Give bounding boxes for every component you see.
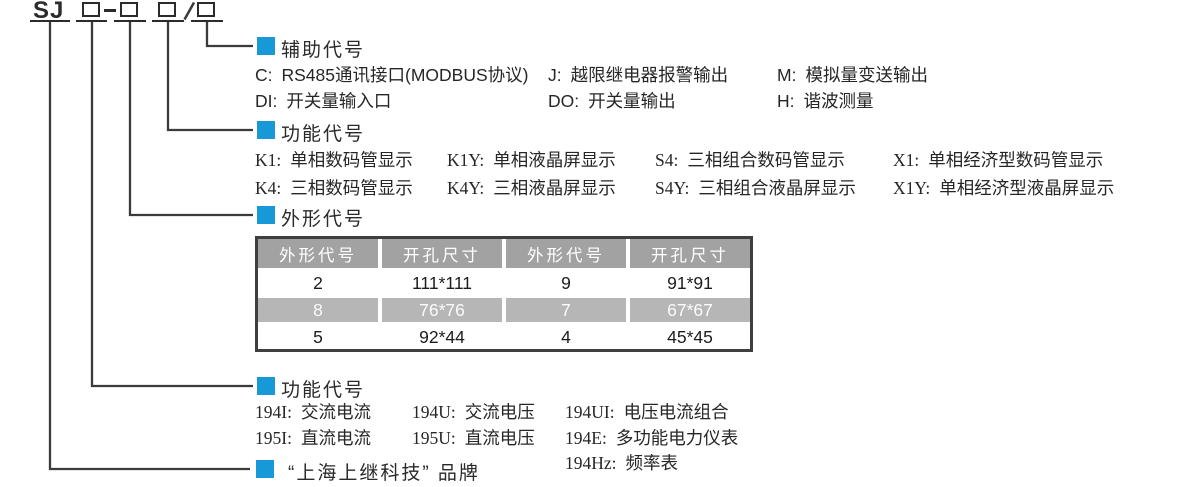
model-slash (183, 1, 196, 21)
code-item: 195U: 直流电压 (412, 428, 535, 448)
section-title-auxiliary: 辅助代号 (281, 40, 366, 61)
section-title-shape: 外形代号 (281, 209, 366, 230)
model-dash (104, 9, 116, 12)
table-cell: 5 (258, 325, 378, 349)
table-cell: 2 (258, 271, 378, 295)
code-item: X1: 单相经济型数码管显示 (893, 150, 1104, 170)
model-box-function-type (82, 2, 100, 17)
code-item: X1Y: 单相经济型液晶屏显示 (893, 178, 1115, 198)
section-bullet-icon (257, 37, 275, 55)
underline (191, 20, 223, 23)
model-box-function-display (158, 2, 176, 17)
table-header-cell: 外形代号 (506, 239, 626, 268)
underline (152, 20, 184, 23)
code-item: K4: 三相数码管显示 (255, 178, 413, 198)
code-item: K1Y: 单相液晶屏显示 (447, 150, 616, 170)
code-item: J: 越限继电器报警输出 (548, 65, 729, 85)
code-item: 194U: 交流电压 (412, 402, 535, 422)
section-bullet-icon (257, 377, 275, 395)
model-box-auxiliary (197, 2, 215, 17)
underline (76, 20, 107, 23)
code-item: 194UI: 电压电流组合 (565, 402, 729, 422)
table-cell: 76*76 (382, 298, 502, 322)
code-item: K4Y: 三相液晶屏显示 (447, 178, 616, 198)
section-bullet-icon (257, 206, 275, 224)
code-item: C: RS485通讯接口(MODBUS协议) (255, 65, 529, 85)
code-item: DI: 开关量输入口 (255, 91, 392, 111)
code-item: S4: 三相组合数码管显示 (655, 150, 845, 170)
code-item: 194I: 交流电流 (255, 402, 371, 422)
section-title-function-display: 功能代号 (281, 124, 366, 145)
table-cell: 7 (506, 298, 626, 322)
table-cell: 111*111 (382, 271, 502, 295)
code-item: DO: 开关量输出 (548, 91, 676, 111)
code-item: H: 谐波测量 (777, 91, 874, 111)
table-cell: 67*67 (630, 298, 750, 322)
table-cell: 45*45 (630, 325, 750, 349)
section-bullet-icon (257, 121, 275, 139)
underline (114, 20, 146, 23)
table-header-cell: 开孔尺寸 (382, 239, 502, 268)
code-item: K1: 单相数码管显示 (255, 150, 413, 170)
section-title-brand: “上海上继科技” 品牌 (288, 463, 480, 484)
table-cell: 92*44 (382, 325, 502, 349)
table-cell: 91*91 (630, 271, 750, 295)
model-box-shape (120, 2, 138, 17)
code-item: S4Y: 三相组合液晶屏显示 (655, 178, 856, 198)
code-item: 195I: 直流电流 (255, 428, 371, 448)
table-cell: 8 (258, 298, 378, 322)
section-title-function-type: 功能代号 (281, 380, 366, 401)
table-cell: 9 (506, 271, 626, 295)
table-header-cell: 外形代号 (258, 239, 378, 268)
code-item: M: 模拟量变送输出 (777, 65, 928, 85)
table-header-cell: 开孔尺寸 (630, 239, 750, 268)
underline (30, 20, 70, 23)
section-bullet-icon (256, 460, 274, 478)
shape-code-table: 外形代号 开孔尺寸 外形代号 开孔尺寸 2 111*111 9 91*91 8 … (255, 236, 753, 352)
code-item: 194Hz: 频率表 (565, 453, 679, 473)
code-item: 194E: 多功能电力仪表 (565, 428, 739, 448)
table-cell: 4 (506, 325, 626, 349)
